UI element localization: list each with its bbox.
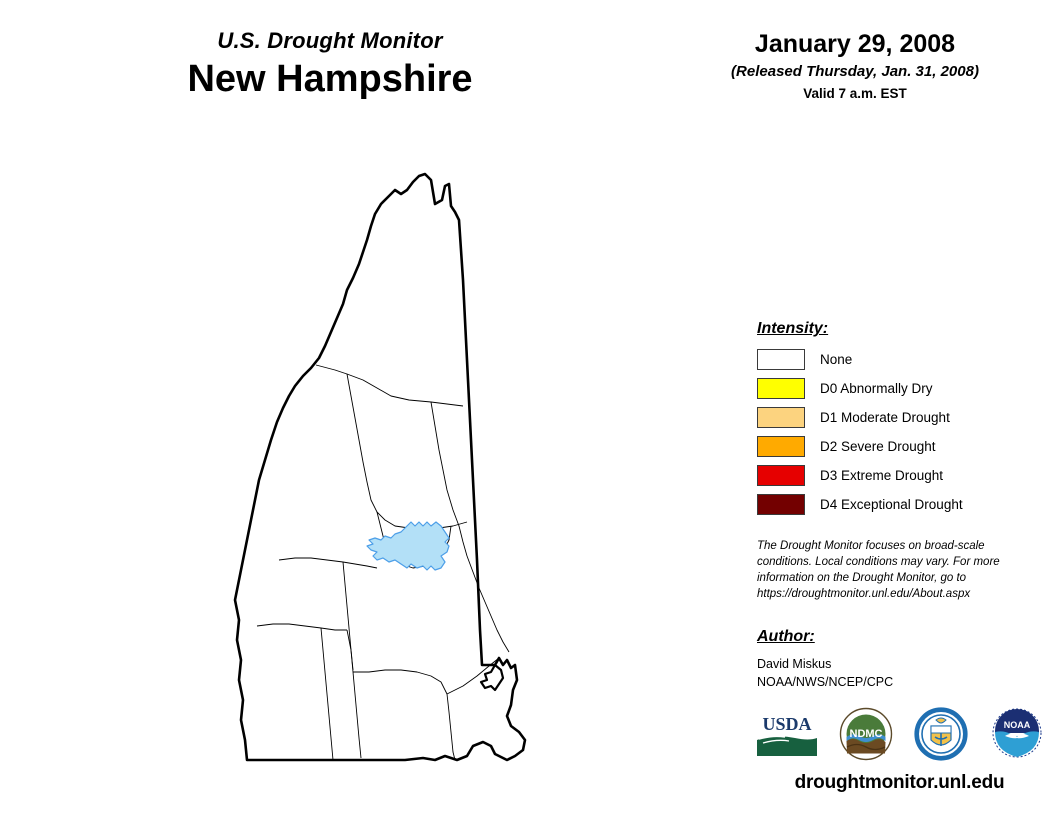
legend-swatch-none xyxy=(757,348,805,370)
legend-item-none[interactable]: None xyxy=(757,347,1037,371)
legend-swatch-d3 xyxy=(757,464,805,486)
date-block: January 29, 2008 (Released Thursday, Jan… xyxy=(690,30,1020,102)
ndmc-logo[interactable]: NDMC xyxy=(839,707,893,761)
legend-label-none: None xyxy=(820,351,853,367)
legend-label-d3: D3 Extreme Drought xyxy=(820,467,944,483)
legend-swatch-d4 xyxy=(757,493,805,515)
valid-time: Valid 7 a.m. EST xyxy=(803,85,907,101)
legend-item-d4[interactable]: D4 Exceptional Drought xyxy=(757,492,1037,516)
unl-seal-logo[interactable] xyxy=(913,706,969,762)
legend-item-d1[interactable]: D1 Moderate Drought xyxy=(757,405,1037,429)
state-outline-group xyxy=(233,172,527,762)
seacoast-detail xyxy=(479,663,505,692)
author-affiliation: NOAA/NWS/NCEP/CPC xyxy=(757,674,894,689)
drought-map[interactable] xyxy=(195,160,615,780)
disclaimer-text: The Drought Monitor focuses on broad-sca… xyxy=(757,540,1000,600)
noaa-logo[interactable]: NOAA xyxy=(989,707,1045,761)
author-block: Author: David Miskus NOAA/NWS/NCEP/CPC xyxy=(757,628,1037,692)
legend-item-d3[interactable]: D3 Extreme Drought xyxy=(757,463,1037,487)
state-border xyxy=(233,172,527,762)
usda-logo[interactable]: USDA xyxy=(755,708,819,760)
intensity-legend: Intensity: None D0 Abnormally Dry D1 Mod… xyxy=(757,320,1037,521)
svg-text:USDA: USDA xyxy=(762,714,811,734)
legend-label-d2: D2 Severe Drought xyxy=(820,438,936,454)
valid-date: January 29, 2008 xyxy=(754,30,956,58)
page-title: New Hampshire xyxy=(187,58,473,101)
legend-label-d1: D1 Moderate Drought xyxy=(820,409,950,425)
legend-label-d4: D4 Exceptional Drought xyxy=(820,496,963,512)
legend-swatch-d0 xyxy=(757,377,805,399)
site-url[interactable]: droughtmonitor.unl.edu xyxy=(794,772,1005,793)
legend-title: Intensity: xyxy=(757,320,829,337)
svg-text:NDMC: NDMC xyxy=(850,728,883,740)
legend-item-d0[interactable]: D0 Abnormally Dry xyxy=(757,376,1037,400)
svg-text:NOAA: NOAA xyxy=(1004,720,1031,730)
legend-swatch-d2 xyxy=(757,435,805,457)
legend-item-d2[interactable]: D2 Severe Drought xyxy=(757,434,1037,458)
author-title: Author: xyxy=(757,628,815,645)
title-block: U.S. Drought Monitor New Hampshire xyxy=(0,28,660,103)
program-title: U.S. Drought Monitor xyxy=(217,28,443,53)
state-boundary-fill xyxy=(235,174,525,760)
author-name: David Miskus xyxy=(757,657,832,671)
legend-label-d0: D0 Abnormally Dry xyxy=(820,380,933,396)
logo-row: USDA NDMC NOAA xyxy=(755,705,1045,763)
lake-winnipesaukee xyxy=(366,521,450,571)
legend-swatch-d1 xyxy=(757,406,805,428)
release-date: (Released Thursday, Jan. 31, 2008) xyxy=(731,62,979,80)
